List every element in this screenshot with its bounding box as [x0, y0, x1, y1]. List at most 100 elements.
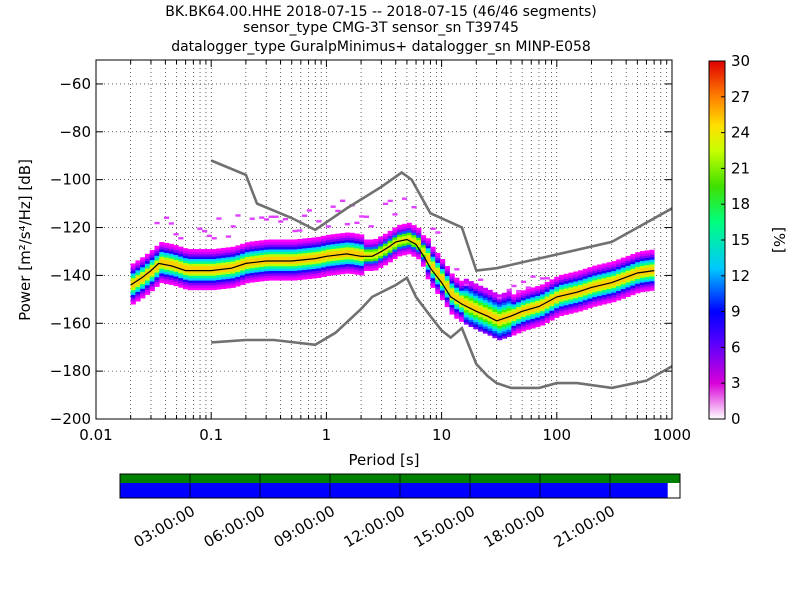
timeline-tick-label: 06:00:00	[201, 502, 268, 551]
density-cell	[473, 285, 479, 289]
density-cell	[463, 307, 469, 311]
density-cell	[468, 309, 474, 313]
density-cell	[187, 253, 193, 257]
density-cell	[520, 311, 527, 315]
density-cell	[330, 262, 336, 266]
density-cell	[340, 237, 346, 241]
density-cell	[473, 326, 479, 330]
density-cell	[397, 251, 403, 254]
density-cell	[635, 290, 641, 294]
density-cell	[416, 249, 422, 253]
density-cell	[192, 280, 198, 283]
density-cell	[440, 275, 446, 279]
density-cell	[221, 269, 227, 273]
density-cell	[558, 296, 565, 300]
density-cell	[202, 251, 208, 255]
density-cell	[344, 242, 350, 245]
density-cell	[549, 317, 555, 321]
density-cell	[292, 268, 298, 271]
density-cell	[587, 276, 593, 280]
density-cell	[639, 260, 646, 264]
density-cell	[611, 299, 617, 303]
density-cell	[382, 236, 389, 239]
density-cell	[287, 261, 293, 264]
density-cell	[259, 261, 265, 265]
density-cell	[183, 279, 189, 283]
density-cell	[482, 287, 488, 291]
density-cell	[425, 274, 431, 277]
density-cell	[149, 283, 155, 287]
density-cell	[649, 285, 655, 289]
density-cell	[344, 258, 350, 262]
density-cell	[592, 294, 598, 298]
density-cell	[444, 280, 450, 284]
density-cell	[558, 284, 565, 288]
density-cell	[297, 272, 303, 276]
density-cell	[225, 247, 232, 251]
density-cell	[278, 261, 284, 264]
density-cell	[178, 284, 184, 288]
density-cell	[454, 301, 460, 305]
density-cell	[206, 258, 212, 262]
density-cell	[506, 291, 512, 294]
density-cell	[459, 316, 465, 320]
density-cell	[183, 248, 189, 251]
density-cell	[587, 291, 593, 294]
density-cell-outlier	[178, 237, 184, 240]
density-cell	[183, 257, 189, 261]
density-cell	[287, 268, 293, 272]
density-cell	[297, 260, 303, 264]
density-cell	[268, 270, 274, 274]
density-cell	[344, 254, 350, 257]
density-cell	[644, 279, 650, 282]
density-cell	[335, 269, 341, 273]
density-cell	[530, 289, 536, 293]
density-cell	[578, 301, 584, 305]
density-cell	[497, 308, 503, 312]
density-cell	[321, 262, 327, 265]
density-cell	[235, 262, 241, 265]
density-cell	[130, 265, 136, 269]
density-cell	[463, 281, 469, 284]
density-cell	[287, 265, 293, 269]
density-cell	[430, 275, 436, 279]
density-cell	[468, 300, 474, 304]
density-cell	[454, 294, 460, 298]
density-cell	[573, 293, 579, 296]
density-cell	[549, 303, 555, 307]
density-cell	[135, 274, 141, 278]
density-cell	[259, 245, 265, 248]
density-cell	[335, 252, 341, 256]
density-cell	[373, 250, 379, 254]
density-cell	[449, 302, 455, 306]
density-cell	[306, 245, 312, 248]
density-cell	[459, 297, 465, 301]
density-cell	[520, 316, 527, 320]
density-cell	[221, 262, 227, 266]
density-cell	[611, 277, 617, 281]
density-cell	[625, 291, 631, 295]
density-cell	[587, 305, 593, 309]
density-cell	[425, 276, 431, 280]
density-cell	[292, 256, 298, 259]
density-cell	[254, 250, 260, 254]
density-cell	[225, 271, 232, 275]
density-cell	[511, 301, 517, 305]
density-cell	[244, 249, 251, 253]
density-cell	[197, 284, 203, 288]
density-cell	[454, 287, 460, 291]
density-cell	[159, 270, 165, 274]
density-cell	[501, 328, 508, 332]
density-cell	[211, 260, 217, 264]
density-cell	[363, 241, 370, 245]
density-cell	[558, 301, 565, 305]
density-cell	[130, 273, 136, 276]
density-cell	[468, 314, 474, 318]
density-cell	[321, 266, 327, 270]
density-cell	[520, 319, 527, 322]
density-cell	[263, 258, 270, 262]
density-cell	[330, 250, 336, 254]
density-cell	[216, 260, 222, 264]
density-cell	[611, 263, 617, 267]
density-cell	[378, 241, 384, 244]
